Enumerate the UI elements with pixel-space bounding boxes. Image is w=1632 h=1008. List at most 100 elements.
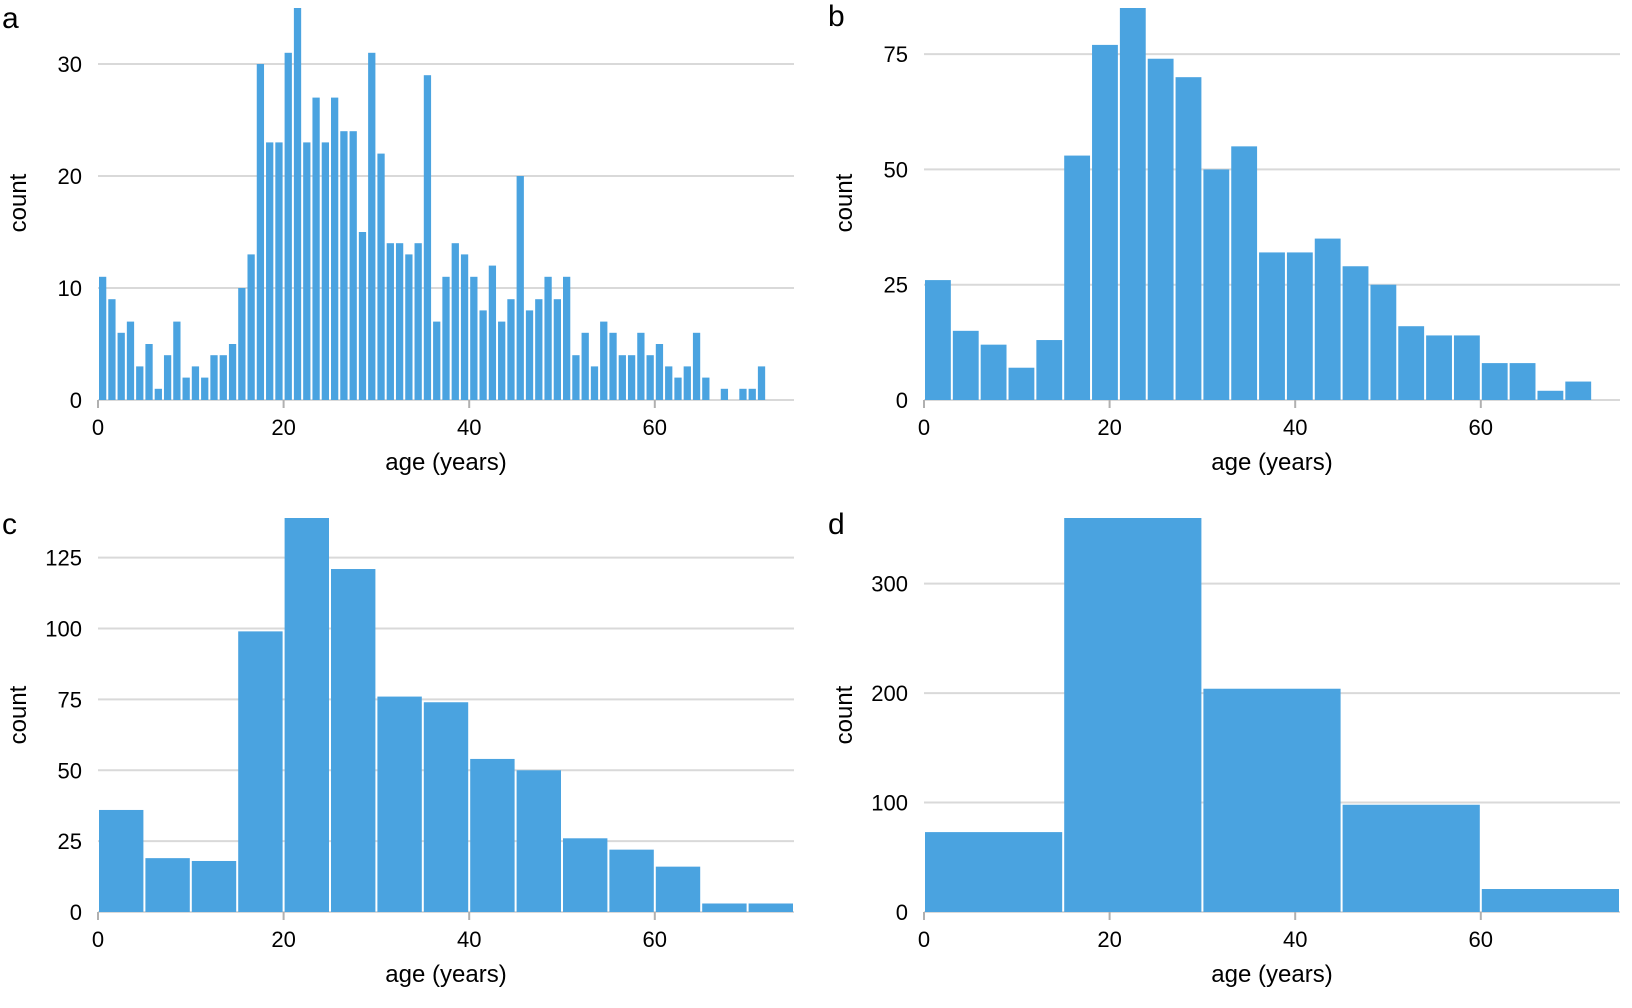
y-tick-label: 200 (871, 681, 908, 706)
bar (433, 321, 441, 400)
y-tick-label: 300 (871, 572, 908, 597)
bar (646, 355, 654, 400)
bar (590, 366, 599, 400)
bar (266, 142, 274, 400)
bar (1565, 381, 1592, 400)
y-tick-label: 25 (58, 829, 82, 854)
x-tick-label: 40 (1283, 927, 1307, 952)
bar (1119, 8, 1146, 400)
bar (191, 366, 200, 400)
bar (349, 131, 357, 400)
x-tick-label: 60 (643, 927, 667, 952)
bar (1342, 804, 1480, 912)
bar (488, 265, 497, 400)
bar (739, 388, 747, 400)
bar (99, 276, 107, 400)
bar (609, 332, 617, 400)
bar (451, 243, 459, 400)
bar (980, 344, 1007, 400)
bar (692, 332, 701, 400)
bar (600, 321, 608, 400)
y-tick-label: 100 (45, 617, 82, 642)
bar (470, 276, 478, 400)
bar (117, 332, 125, 400)
bar (460, 254, 469, 400)
bar (284, 52, 292, 401)
bar (247, 254, 255, 400)
bar (1370, 284, 1397, 400)
bar (702, 377, 710, 400)
bar (1064, 155, 1091, 400)
bar (386, 243, 394, 400)
bar (1036, 340, 1063, 400)
bar (470, 758, 515, 912)
bar (395, 243, 404, 400)
bar (674, 377, 682, 400)
histogram-panel-d: d 0 100 200 300 0 20 40 60 age (years) count (828, 508, 1620, 988)
y-tick-label: 100 (871, 791, 908, 816)
bar (238, 288, 246, 400)
bar (1342, 266, 1369, 400)
y-tick-label: 0 (70, 388, 82, 413)
bar (321, 142, 329, 400)
bar (108, 299, 116, 400)
bar (423, 75, 432, 400)
bars-b (925, 8, 1592, 401)
bar (1537, 390, 1564, 400)
bar (627, 355, 636, 400)
bar (219, 355, 227, 400)
bar (702, 903, 747, 912)
x-tick-label: 20 (271, 927, 295, 952)
bar (925, 280, 951, 400)
panel-letter-c: c (2, 508, 17, 541)
bar (331, 569, 376, 912)
x-tick-label: 20 (271, 415, 295, 440)
bar (563, 276, 571, 400)
bar (1092, 44, 1118, 401)
y-tick-label: 20 (58, 164, 82, 189)
bar (581, 332, 589, 400)
bar (126, 321, 135, 400)
bar (238, 631, 283, 912)
bar (655, 344, 664, 400)
bar (1203, 169, 1230, 400)
bar (312, 97, 320, 400)
x-tick-label: 0 (92, 927, 104, 952)
x-tick-label: 0 (918, 927, 930, 952)
bars-d (925, 518, 1619, 912)
x-tick-label: 20 (1097, 927, 1121, 952)
y-axis-title-a: count (5, 173, 32, 232)
ticks-c: 0 25 50 75 100 125 0 20 40 60 (45, 546, 667, 952)
bar (1008, 367, 1035, 400)
y-tick-label: 50 (884, 157, 908, 182)
x-tick-label: 60 (1469, 415, 1493, 440)
bar (1231, 146, 1258, 400)
bar (516, 770, 561, 912)
y-tick-label: 75 (884, 42, 908, 67)
y-tick-label: 125 (45, 546, 82, 571)
bar (182, 377, 190, 400)
histogram-panel-c: c 0 25 50 75 100 125 0 20 40 60 age (years) count (2, 508, 794, 988)
x-axis-title-d: age (years) (1211, 961, 1332, 988)
x-tick-label: 60 (1469, 927, 1493, 952)
bar (748, 388, 756, 400)
bar (535, 299, 543, 400)
bar (145, 344, 153, 400)
bar (637, 332, 645, 400)
x-tick-label: 40 (457, 415, 481, 440)
y-axis-title-b: count (831, 173, 858, 232)
y-axis-title-c: count (5, 685, 32, 744)
bar (1203, 688, 1341, 912)
bar (1147, 58, 1174, 401)
bar (1064, 518, 1202, 912)
bar (303, 142, 311, 400)
bar (553, 299, 561, 400)
bar (154, 388, 162, 400)
bar (498, 321, 506, 400)
bar (525, 310, 534, 400)
bar (368, 52, 376, 401)
x-tick-label: 40 (1283, 415, 1307, 440)
ticks-a: 0 10 20 30 0 20 40 60 (58, 52, 668, 440)
bar (423, 702, 469, 912)
